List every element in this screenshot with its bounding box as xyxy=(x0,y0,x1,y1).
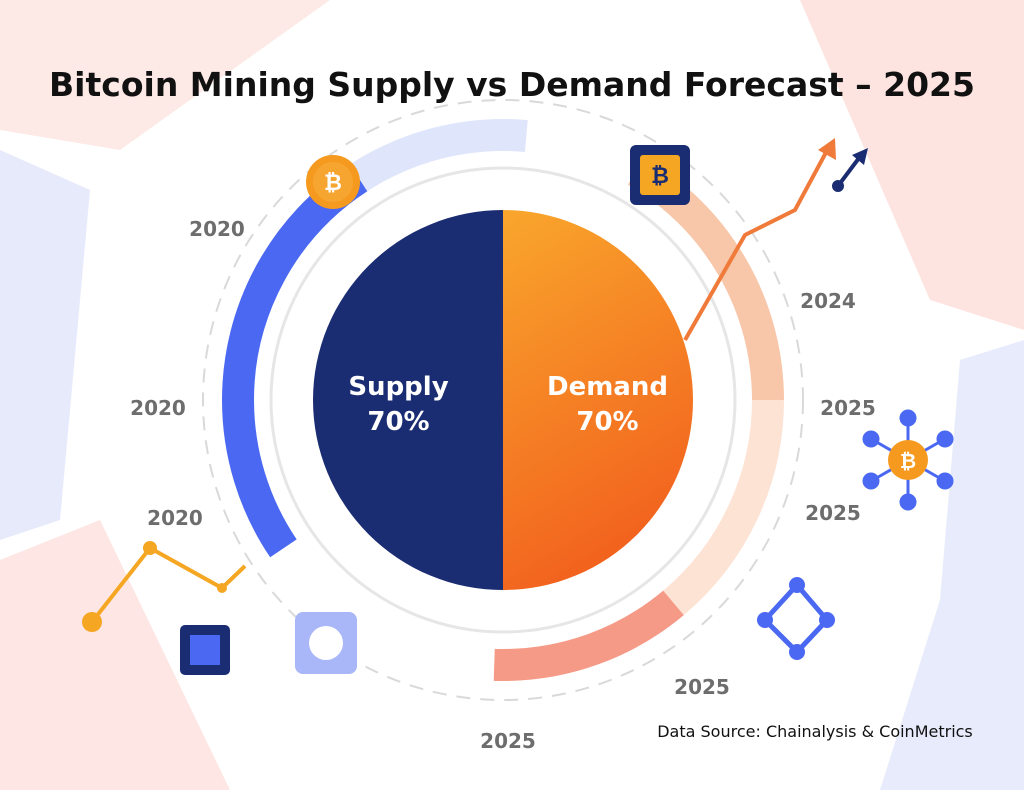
year-label: 2025 xyxy=(820,396,876,420)
year-label: 2025 xyxy=(480,729,536,753)
labels: Supply 70% Demand 70% 2020 2020 2020 2024 2025 20… xyxy=(130,217,876,753)
source: Data Source: Chainalysis & CoinMetrics xyxy=(657,722,973,741)
slice-category: Supply xyxy=(348,372,448,402)
year-label: 2020 xyxy=(147,506,203,530)
year-label: 2020 xyxy=(130,396,186,420)
pie-slice xyxy=(313,210,503,590)
year-label: 2020 xyxy=(189,217,245,241)
year-label: 2024 xyxy=(800,289,856,313)
chart-title: Bitcoin Mining Supply vs Demand Forecast… xyxy=(49,65,975,104)
year-label: 2025 xyxy=(805,501,861,525)
slice-category: Demand xyxy=(547,372,668,402)
icon: ₿ xyxy=(324,171,342,196)
pie xyxy=(313,210,693,590)
pie-slice xyxy=(503,210,693,590)
slice-value: 70% xyxy=(576,407,638,437)
icon: ₿ xyxy=(900,449,916,473)
icon: ₿ xyxy=(651,164,669,189)
slice-value: 70% xyxy=(367,407,429,437)
year-label: 2025 xyxy=(674,675,730,699)
